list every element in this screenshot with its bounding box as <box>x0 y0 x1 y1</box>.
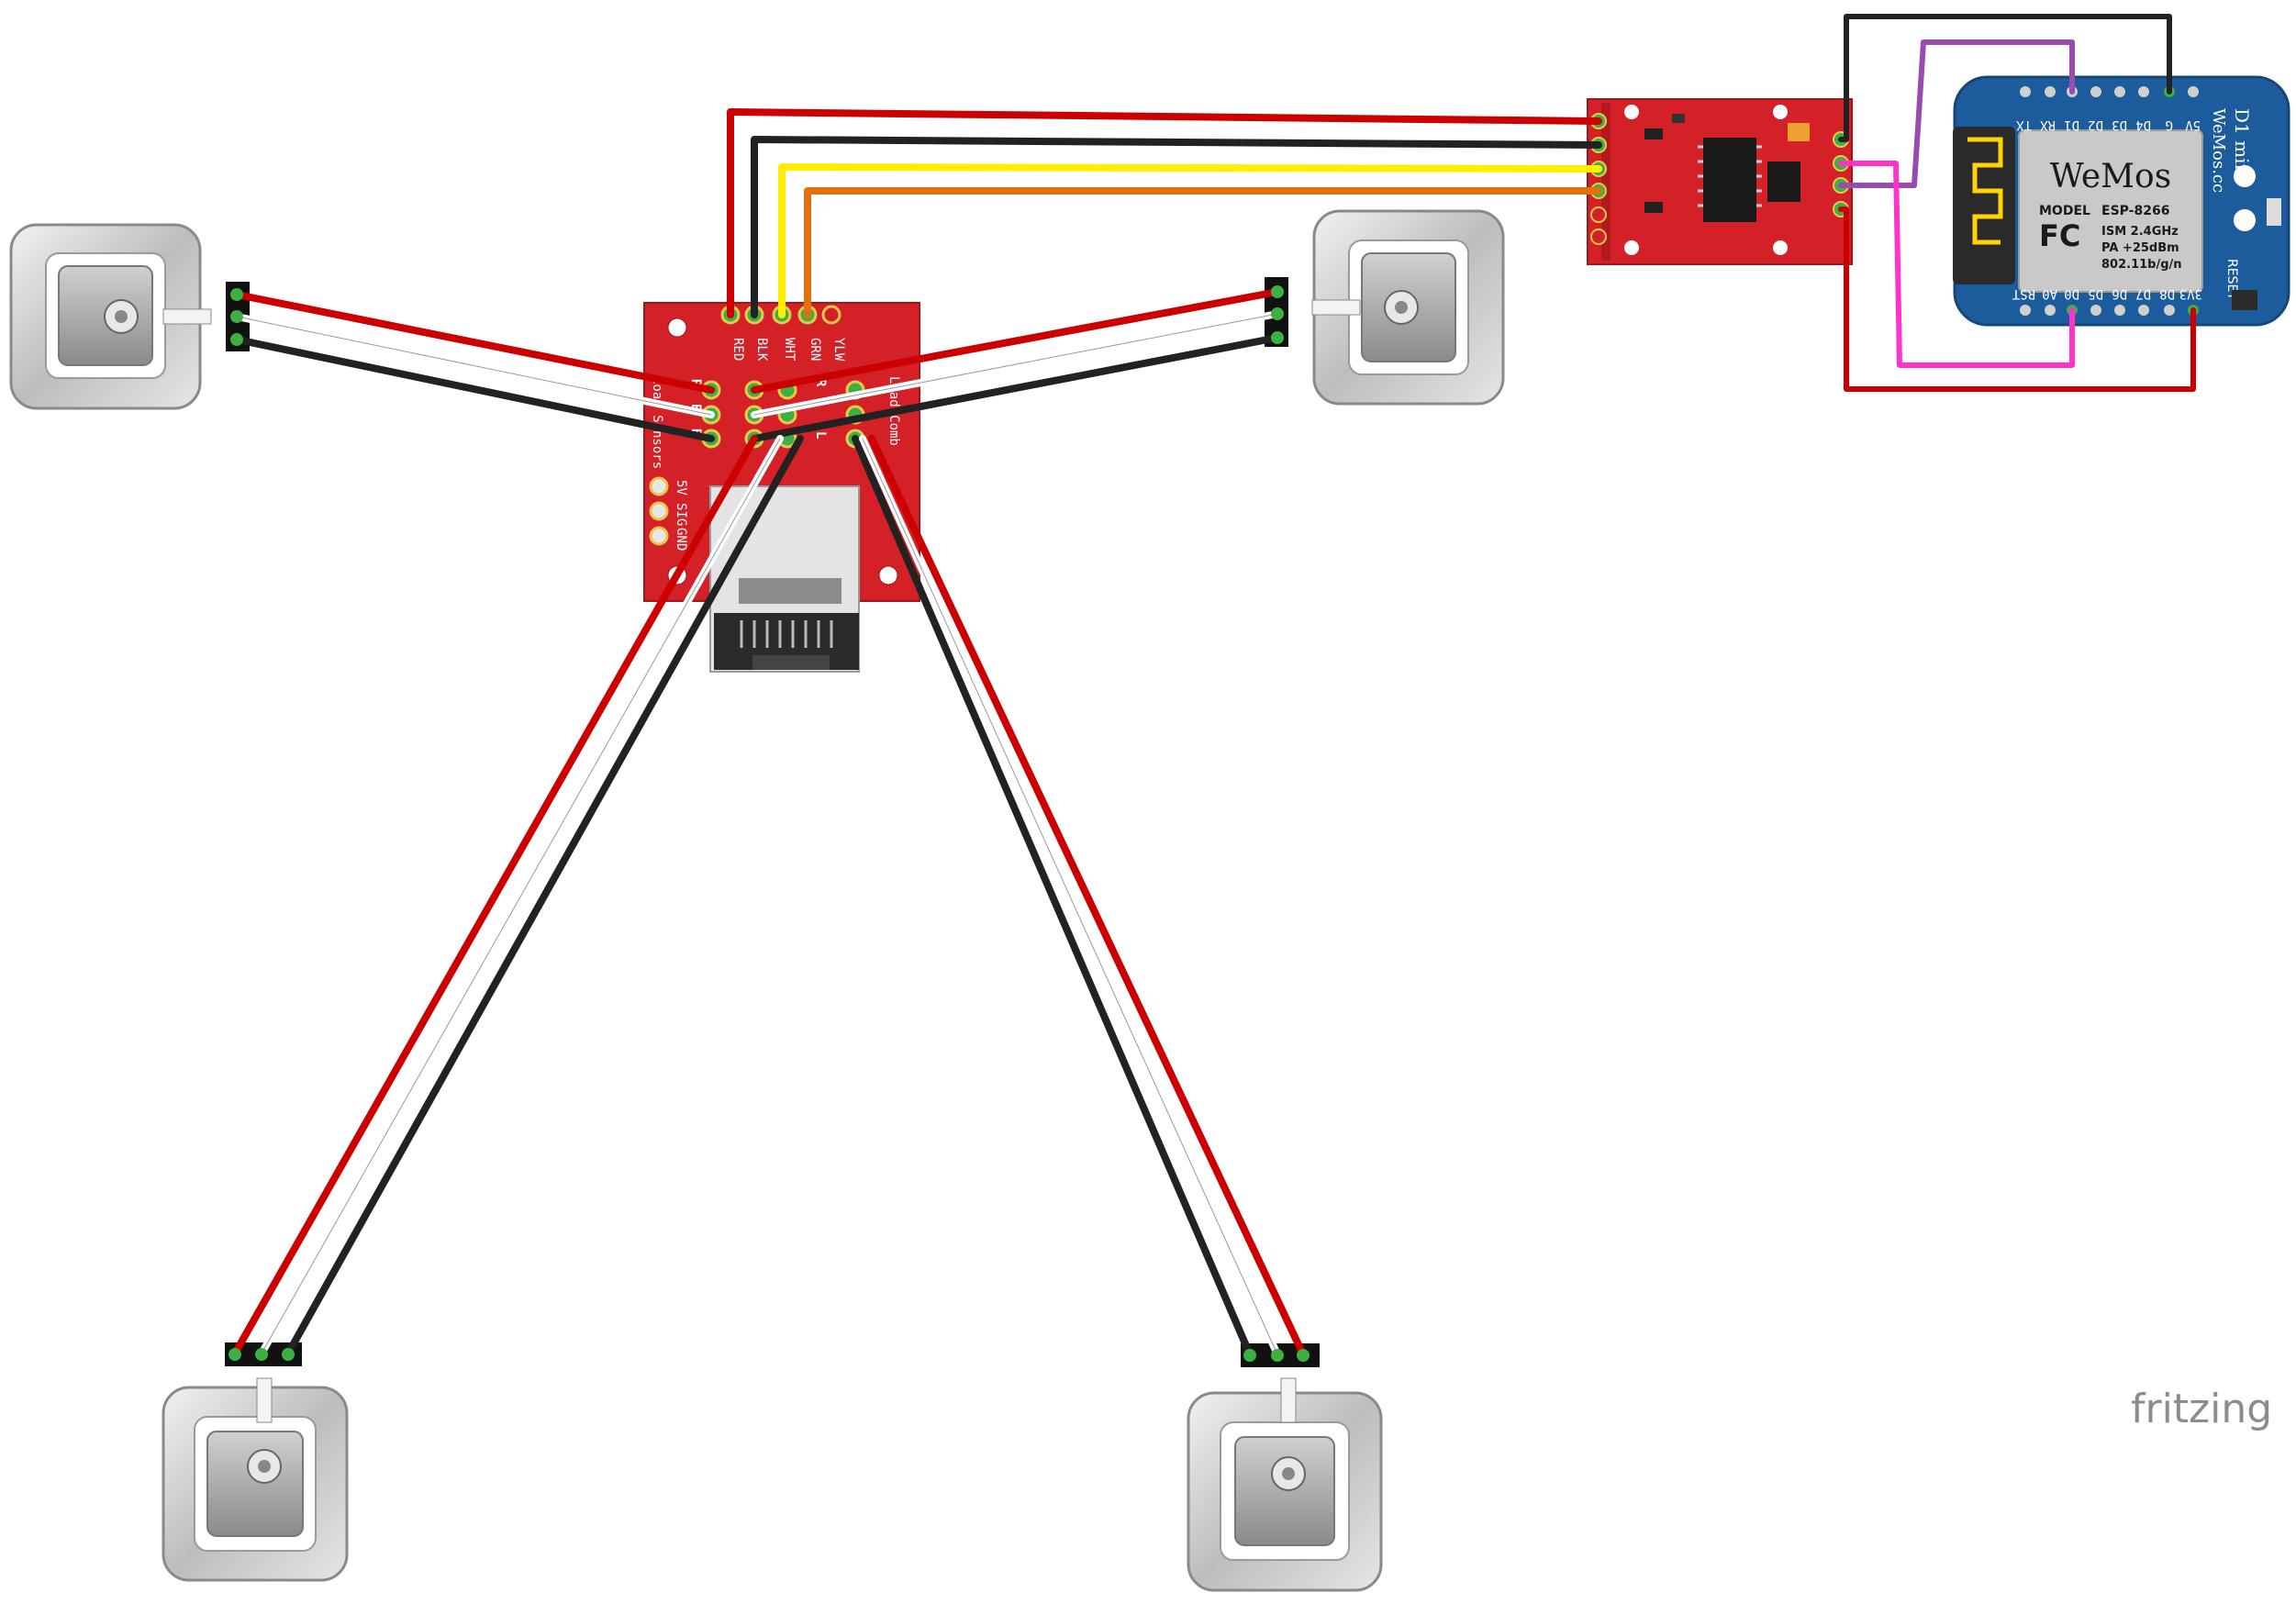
wemos-pin-3v3: 3V3 <box>2179 286 2202 301</box>
wemos-pin-5v: 5V <box>2185 117 2201 132</box>
wire-comb-orange <box>804 187 1602 318</box>
hx711-board <box>1587 98 1853 265</box>
wire-br-black <box>852 435 1254 1358</box>
reset-label: RESET <box>2224 259 2239 300</box>
pad-letter-l: L <box>813 431 828 439</box>
wire-comb-black <box>751 136 1602 318</box>
pin-label-sig: SIG <box>674 503 688 526</box>
wemos-pin-d3: D3 <box>2112 117 2127 132</box>
wire-bl-red <box>231 435 758 1357</box>
fc-logo: FC <box>2039 218 2080 253</box>
wires <box>231 14 2196 1358</box>
fritzing-logo: fritzing <box>2131 1386 2272 1432</box>
load-combinator-board: RED BLK WHT GRN YLW Load Sensors Load Co… <box>643 302 920 673</box>
module-ism: ISM 2.4GHz <box>2101 225 2179 239</box>
pad-letter-r: R <box>688 379 703 387</box>
wire-d1-purple <box>1838 39 2075 188</box>
wemos-pin-d4: D4 <box>2135 117 2151 132</box>
wemos-pin-d6: D6 <box>2112 286 2127 301</box>
pin-label-wht: WHT <box>782 338 797 362</box>
pin-label-ylw: YLW <box>831 338 846 362</box>
wire-tr-red <box>751 288 1281 394</box>
wire-tl-red <box>233 291 715 394</box>
wemos-pin-d2: D2 <box>2088 117 2103 132</box>
pin-label-5v: 5V <box>674 480 688 496</box>
wire-bl-black <box>284 435 804 1357</box>
combinator-top-labels: RED BLK WHT GRN YLW <box>730 338 846 362</box>
pin-label-grn: GRN <box>808 338 822 361</box>
combinator-power-pins: 5V SIG GND <box>649 476 688 551</box>
combinator-top-pins <box>720 305 841 325</box>
module-std: 802.11b/g/n <box>2101 258 2182 272</box>
wire-comb-red <box>727 108 1602 318</box>
reset-button[interactable] <box>2232 290 2257 310</box>
wemos-top-pin-labels: TX RX D1 D2 D3 D4 G 5V <box>2016 117 2201 132</box>
pin-label-red: RED <box>730 338 745 361</box>
pin-label-gnd: GND <box>674 528 688 551</box>
wire-tl-black <box>233 336 715 442</box>
wemos-pin-d8: D8 <box>2159 286 2175 301</box>
wemos-pin-d5: D5 <box>2088 286 2103 301</box>
wemos-pin-rx: RX <box>2040 117 2056 132</box>
load-cell-bottom-right <box>1187 1343 1383 1592</box>
wire-gnd-black <box>1838 14 2172 142</box>
wemos-pin-d1: D1 <box>2064 117 2079 132</box>
pad-letter-r2: R <box>813 379 828 387</box>
module-pa: PA +25dBm <box>2101 241 2179 255</box>
wemos-pin-d0: D0 <box>2064 286 2079 301</box>
wire-br-red <box>868 435 1307 1358</box>
wire-tr-black <box>751 334 1281 442</box>
wemos-pin-tx: TX <box>2016 117 2032 132</box>
module-model: MODEL <box>2039 204 2090 218</box>
board-site: WeMos.cc <box>2209 108 2228 193</box>
pin-label-blk: BLK <box>754 338 769 362</box>
load-cell-top-left <box>9 223 250 410</box>
wire-3v3-red <box>1838 206 2196 392</box>
pad-letter-e: E <box>688 404 703 411</box>
load-cell-bottom-left <box>162 1342 349 1582</box>
wemos-pin-rst: RST <box>2012 286 2035 301</box>
wemos-pin-g: G <box>2166 117 2173 132</box>
module-chip: ESP-8266 <box>2101 204 2169 218</box>
rj45-jack <box>709 485 860 673</box>
load-cell-top-right <box>1265 209 1505 406</box>
wemos-pin-a0: A0 <box>2042 286 2057 301</box>
wire-d0-magenta <box>1838 161 2075 368</box>
connector-pins <box>228 285 1310 1362</box>
wire-comb-yellow <box>778 163 1602 318</box>
wemos-logo: WeMos <box>2050 158 2171 195</box>
wemos-d1-mini: WeMos MODEL ESP-8266 FC ISM 2.4GHz PA +2… <box>1953 75 2290 327</box>
wemos-pin-d7: D7 <box>2135 286 2151 301</box>
wemos-bottom-pin-labels: RST A0 D0 D5 D6 D7 D8 3V3 <box>2012 286 2202 301</box>
